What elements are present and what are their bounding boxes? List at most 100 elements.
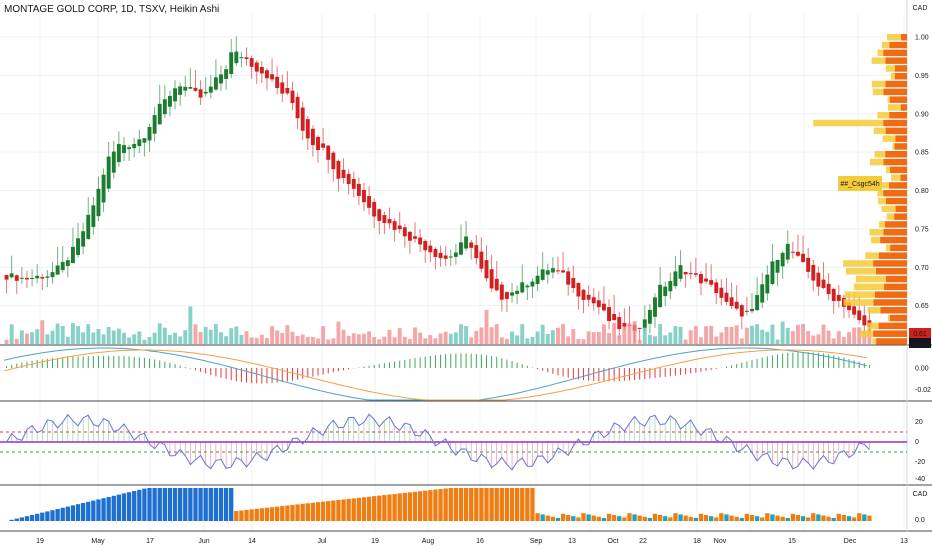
candle-body [770,261,775,285]
volume-bar [637,339,642,344]
candle-body [229,52,234,75]
cumulative-bar [688,516,693,521]
y-tick-label: 0.70 [915,265,929,272]
candle-body [45,276,50,278]
volume-bar [581,339,586,344]
volume-bar [678,326,683,344]
cumulative-bar [142,488,147,521]
candle-body [397,225,402,230]
volume-profile-bar [895,135,907,142]
volume-bar [45,334,50,344]
volume-bar [397,328,402,344]
candle-body [719,287,724,298]
cumulative-bar [622,517,627,521]
cumulative-bar [698,513,704,521]
date-tick-label: 15 [788,538,796,545]
volume-bar [346,335,351,344]
volume-profile-ext [887,104,901,111]
volume-bar [627,323,632,344]
cumulative-bar [821,515,826,521]
volume-bar [806,331,811,344]
candle-body [270,74,275,80]
cumulative-bar [198,488,203,521]
y-tick-label: 0.75 [915,226,929,233]
volume-profile-ext [869,229,884,236]
cumulative-bar [826,516,831,521]
volume-bar [377,339,382,344]
candle-body [14,275,19,281]
volume-profile-ext [887,96,890,103]
volume-bar [305,336,310,344]
cumulative-bar [346,498,351,521]
candle-body [55,265,60,275]
candle-body [382,215,387,224]
cumulative-bar [208,488,213,521]
volume-bar [801,323,806,344]
cumulative-bar [509,488,515,521]
cumulative-bar [91,500,96,521]
candle-body [310,128,315,146]
candle-body [428,245,433,253]
date-tick-label: Jul [318,538,327,545]
y-tick-label: 0.80 [915,188,929,195]
volume-profile-bar [883,119,907,127]
macd-tick: 0.00 [915,366,929,373]
volume-profile-bar [876,338,907,345]
cumulative-bar [831,518,836,521]
volume-profile-ext [875,182,889,189]
candle-body [576,283,581,297]
candle-body [699,274,703,284]
volume-bar [699,337,703,344]
volume-bar [167,335,172,344]
cumulative-bar [627,513,632,521]
volume-bar [550,330,555,344]
candle-body [734,301,739,309]
candle-body [208,86,213,93]
volume-bar [453,332,458,344]
volume-profile-ext [885,65,895,72]
cumulative-bar [24,516,30,521]
cumulative-bar [121,493,127,521]
candle-body [178,86,183,95]
candle-body [305,119,310,139]
volume-bar [663,335,668,344]
volume-bar [341,329,346,344]
cumulative-bar [673,513,678,521]
cumulative-bar [178,488,183,521]
volume-profile-ext [874,151,886,158]
candle-body [372,201,377,217]
candle-body [265,70,269,79]
candle-body [836,294,841,301]
cumulative-bar [530,488,535,521]
cumulative-bar [463,488,469,521]
cumulative-bar [172,488,178,521]
volume-bar [632,321,637,344]
volume-bar [127,337,132,344]
candle-body [351,178,356,189]
candle-body [612,314,617,321]
candle-body [709,280,714,285]
cumulative-bar [55,509,60,521]
cumulative-bar [438,489,443,521]
volume-bar [116,328,121,344]
cumulative-bar [576,517,581,521]
volume-bar [617,335,622,344]
date-tick-label: Jun [198,538,209,545]
cumulative-tick: 0.0 [915,517,925,524]
volume-bar [642,327,647,344]
candle-body [530,281,535,287]
macd-signal-line [3,349,867,401]
candle-body [101,174,106,203]
volume-bar [586,331,591,344]
close-price-badge-bg [909,338,931,348]
candle-body [540,269,545,280]
volume-bar [76,326,80,344]
candle-body [213,77,218,90]
date-tick-label: 19 [36,538,44,545]
volume-profile-ext [844,291,875,298]
cumulative-bar [213,488,219,521]
currency-label: CAD [913,491,928,498]
candle-body [193,87,198,91]
